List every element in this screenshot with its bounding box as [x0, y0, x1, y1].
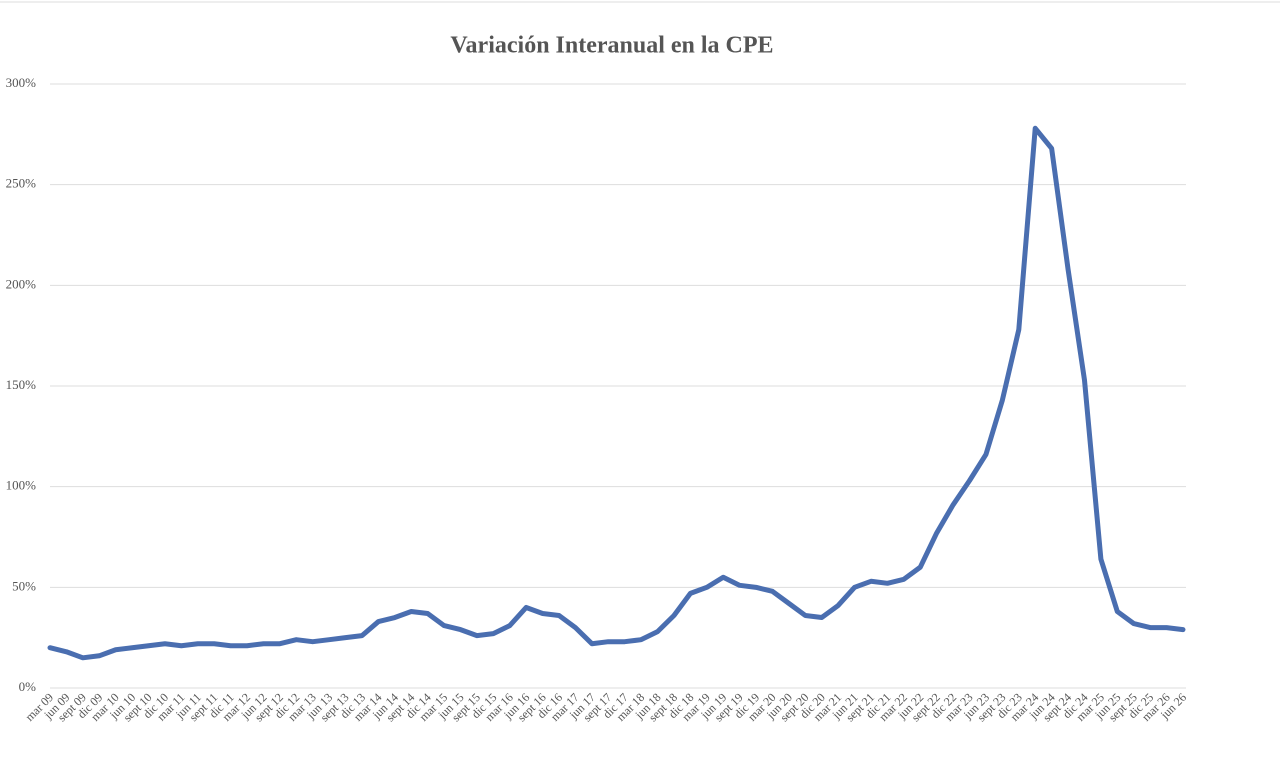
y-tick-label: 150%: [6, 377, 37, 392]
y-tick-label: 300%: [6, 75, 37, 90]
y-tick-label: 100%: [6, 478, 37, 493]
chart-title: Variación Interanual en la CPE: [450, 33, 773, 59]
y-tick-label: 0%: [19, 679, 37, 694]
y-tick-label: 250%: [6, 176, 37, 191]
y-tick-label: 200%: [6, 276, 37, 291]
y-tick-label: 50%: [12, 578, 36, 593]
data-line: [47, 125, 1186, 661]
